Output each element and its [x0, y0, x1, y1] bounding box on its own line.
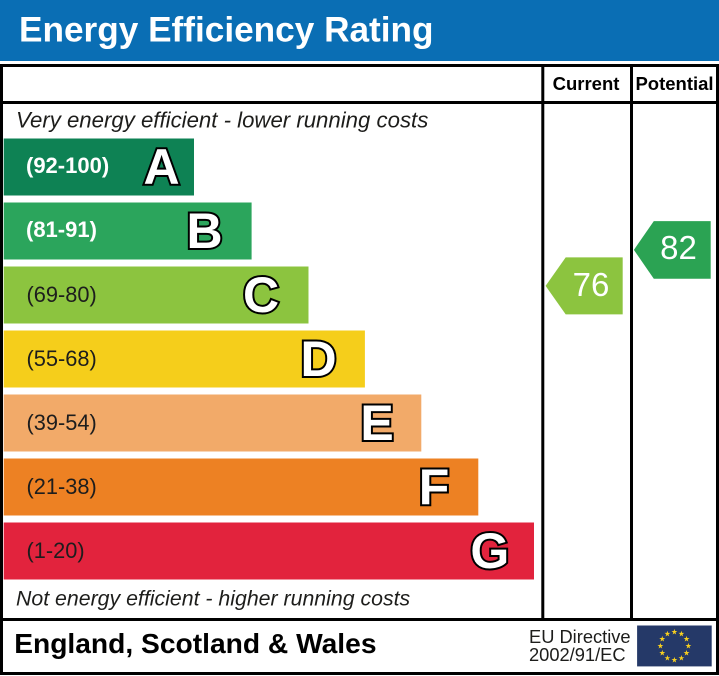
- svg-text:(92-100): (92-100): [26, 153, 109, 178]
- svg-text:76: 76: [573, 266, 610, 303]
- svg-text:Not energy efficient - higher: Not energy efficient - higher running co…: [16, 587, 411, 611]
- svg-text:B: B: [186, 203, 222, 259]
- svg-text:D: D: [300, 331, 336, 387]
- svg-text:(1-20): (1-20): [27, 538, 85, 563]
- svg-text:2002/91/EC: 2002/91/EC: [529, 644, 626, 665]
- svg-text:A: A: [143, 139, 179, 195]
- svg-text:Current: Current: [553, 73, 620, 94]
- svg-text:(69-80): (69-80): [27, 282, 97, 307]
- svg-text:C: C: [243, 267, 279, 323]
- svg-text:F: F: [419, 459, 450, 515]
- svg-text:E: E: [360, 395, 393, 451]
- svg-text:G: G: [470, 523, 509, 579]
- svg-text:Energy Efficiency Rating: Energy Efficiency Rating: [19, 11, 434, 50]
- svg-text:(81-91): (81-91): [26, 217, 97, 242]
- svg-text:England, Scotland & Wales: England, Scotland & Wales: [14, 627, 376, 659]
- svg-text:(55-68): (55-68): [27, 346, 97, 371]
- svg-text:Very energy efficient - lower: Very energy efficient - lower running co…: [16, 108, 428, 133]
- svg-text:82: 82: [660, 229, 697, 266]
- svg-text:(21-38): (21-38): [27, 474, 97, 499]
- svg-text:EU Directive: EU Directive: [529, 626, 631, 647]
- svg-text:Potential: Potential: [635, 73, 713, 94]
- svg-text:(39-54): (39-54): [27, 410, 97, 435]
